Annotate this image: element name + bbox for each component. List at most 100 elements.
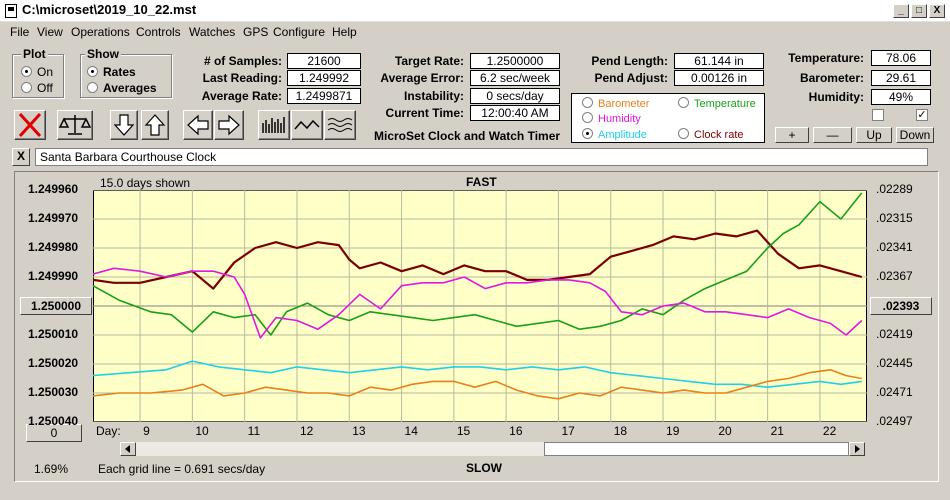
description-close-button[interactable]: X xyxy=(12,148,30,166)
y-right-tick-label: .02445 xyxy=(876,356,913,370)
y-offset-button[interactable]: 0 xyxy=(26,424,82,442)
move-down-button[interactable] xyxy=(110,110,138,140)
minimize-button[interactable]: _ xyxy=(893,4,909,18)
series-clock-rate-radio[interactable]: Clock rate xyxy=(678,128,744,141)
balance-scale-icon xyxy=(58,115,92,135)
show-averages-label: Averages xyxy=(103,81,157,95)
chart-panel xyxy=(14,171,939,482)
minus-button[interactable]: — xyxy=(813,127,852,143)
current-time-field: 12:00:40 AM xyxy=(470,105,560,121)
radio-dot[interactable] xyxy=(582,128,593,139)
bar-graph-icon xyxy=(262,117,285,133)
radio-dot[interactable] xyxy=(21,66,32,77)
average-rate-label: Average Rate: xyxy=(201,89,282,103)
fast-label: FAST xyxy=(466,175,497,189)
menu-controls[interactable]: Controls xyxy=(136,25,181,39)
menu-help[interactable]: Help xyxy=(332,25,357,39)
menu-view[interactable]: View xyxy=(37,25,63,39)
show-averages-radio[interactable]: Averages xyxy=(87,81,157,95)
y-right-tick-label: .02289 xyxy=(876,182,913,196)
x-tick-label: 20 xyxy=(718,424,732,438)
wave-lines-icon xyxy=(327,118,353,132)
arrow-up-icon xyxy=(144,114,166,136)
arrow-down-icon xyxy=(113,114,135,136)
up-button[interactable]: Up xyxy=(856,127,892,143)
slow-label: SLOW xyxy=(466,461,502,475)
y-center-right-button[interactable]: .02393 xyxy=(870,297,932,315)
radio-dot[interactable] xyxy=(21,82,32,93)
show-group: Show Rates Averages xyxy=(80,47,172,98)
radio-dot[interactable] xyxy=(582,97,593,108)
triangle-right-icon xyxy=(855,445,860,453)
plot-on-radio[interactable]: On xyxy=(21,65,53,79)
line-view-button[interactable] xyxy=(291,110,323,140)
radio-dot[interactable] xyxy=(87,82,98,93)
y-left-tick-label: 1.250020 xyxy=(28,356,79,370)
bars-view-button[interactable] xyxy=(258,110,290,140)
radio-dot[interactable] xyxy=(87,66,98,77)
menu-file[interactable]: File xyxy=(10,25,30,39)
pend-length-field: 61.144 in xyxy=(674,53,764,69)
series-clock-rate-label: Clock rate xyxy=(694,129,744,141)
show-rates-label: Rates xyxy=(103,65,136,79)
radio-dot[interactable] xyxy=(582,112,593,123)
x-tick-label: 16 xyxy=(509,424,523,438)
current-time-label: Current Time: xyxy=(385,106,464,120)
y-right-tick-label: .02497 xyxy=(876,414,913,428)
plus-button[interactable]: + xyxy=(775,127,809,143)
rate-chart[interactable] xyxy=(93,190,867,422)
time-scrollbar[interactable] xyxy=(119,441,866,457)
series-humidity-radio[interactable]: Humidity xyxy=(582,112,641,125)
last-reading-label: Last Reading: xyxy=(202,71,282,85)
show-rates-radio[interactable]: Rates xyxy=(87,65,136,79)
menu-gps[interactable]: GPS xyxy=(243,25,269,39)
clock-description-input[interactable]: Santa Barbara Courthouse Clock xyxy=(35,148,928,166)
clear-button[interactable] xyxy=(14,110,46,140)
move-left-button[interactable] xyxy=(183,110,213,140)
zoom-percent: 1.69% xyxy=(34,462,69,476)
pend-adjust-field: 0.00126 in xyxy=(674,70,764,86)
y-left-tick-label: 1.249960 xyxy=(28,182,79,196)
plot-off-label: Off xyxy=(37,81,53,95)
wave-view-button[interactable] xyxy=(324,110,356,140)
menu-operations[interactable]: Operations xyxy=(71,25,130,39)
pend-adjust-label: Pend Adjust: xyxy=(594,71,668,85)
y-left-tick-label: 1.249980 xyxy=(28,240,79,254)
x-axis-label: Day: xyxy=(96,424,121,438)
series-amplitude-radio[interactable]: Amplitude xyxy=(582,128,647,141)
move-up-button[interactable] xyxy=(141,110,169,140)
last-reading-field: 1.249992 xyxy=(287,70,361,86)
plot-on-label: On xyxy=(37,65,54,79)
scroll-thumb[interactable] xyxy=(544,442,849,456)
radio-dot[interactable] xyxy=(678,128,689,139)
balance-button[interactable] xyxy=(57,110,93,140)
instability-label: Instability: xyxy=(403,89,464,103)
series-amplitude-label: Amplitude xyxy=(598,129,647,141)
down-button[interactable]: Down xyxy=(896,127,934,143)
radio-dot[interactable] xyxy=(678,97,689,108)
series-line-clock-rate xyxy=(93,229,863,290)
maximize-button[interactable]: □ xyxy=(911,4,927,18)
checkbox-left[interactable] xyxy=(872,109,884,121)
series-barometer-radio[interactable]: Barometer xyxy=(582,97,649,110)
y-center-left-button[interactable]: 1.250000 xyxy=(20,297,92,315)
x-tick-label: 19 xyxy=(666,424,680,438)
menu-watches[interactable]: Watches xyxy=(189,25,236,39)
scroll-left-arrow[interactable] xyxy=(120,442,136,456)
series-temperature-radio[interactable]: Temperature xyxy=(678,97,756,110)
window-title: C:\microset\2019_10_22.mst xyxy=(22,2,197,17)
checkbox-right[interactable]: ✓ xyxy=(916,109,928,121)
menu-configure[interactable]: Configure xyxy=(273,25,326,39)
scroll-right-arrow[interactable] xyxy=(849,442,865,456)
close-button[interactable]: X xyxy=(929,4,945,18)
move-right-button[interactable] xyxy=(214,110,244,140)
x-tick-label: 9 xyxy=(143,424,150,438)
x-tick-label: 12 xyxy=(299,424,314,438)
x-tick-label: 22 xyxy=(822,424,837,438)
app-icon[interactable] xyxy=(5,4,17,18)
average-rate-field: 1.2499871 xyxy=(287,88,361,104)
y-left-tick-label: 1.249970 xyxy=(28,211,79,225)
temperature-label: Temperature: xyxy=(788,51,864,65)
instability-field: 0 secs/day xyxy=(470,88,560,104)
plot-off-radio[interactable]: Off xyxy=(21,81,53,95)
